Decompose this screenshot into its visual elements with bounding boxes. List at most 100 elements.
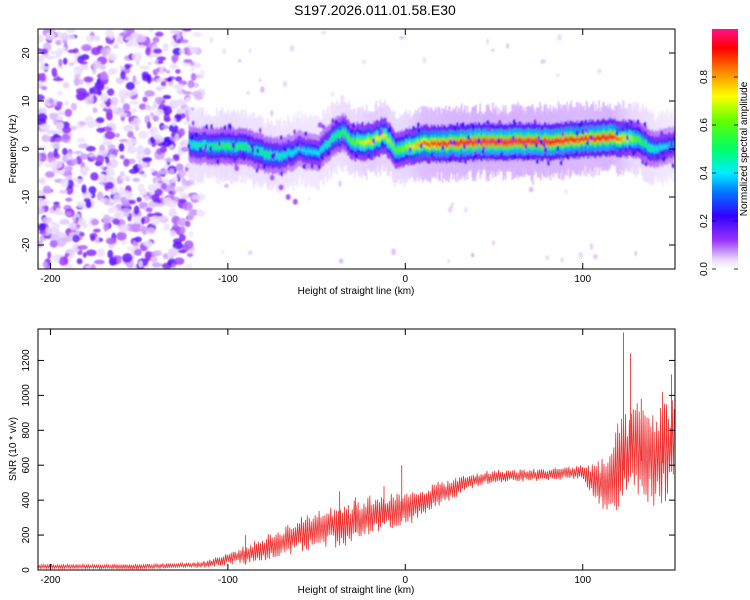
signal-cell (512, 139, 514, 145)
x-tick-label: -200 (40, 575, 60, 586)
signal-cell (494, 141, 496, 146)
signal-cell (395, 148, 397, 153)
signal-cell (667, 144, 669, 149)
noise-blob (102, 214, 111, 224)
noise-blob (91, 218, 99, 226)
noise-blob (103, 222, 109, 232)
noise-blob (338, 258, 344, 264)
signal-cell (604, 135, 607, 140)
noise-blob (137, 157, 142, 164)
noise-blob (92, 66, 97, 75)
signal-cell (423, 141, 425, 146)
signal-cell (493, 138, 496, 144)
signal-cell (407, 144, 409, 150)
signal-cell (376, 135, 378, 140)
noise-blob (56, 129, 63, 135)
signal-cell (435, 142, 437, 147)
noise-blob (134, 80, 141, 85)
noise-blob (118, 224, 130, 233)
snr-x-ticks: -200 -100 0 100 (40, 329, 592, 586)
signal-cell (552, 139, 554, 144)
signal-cell (565, 137, 568, 143)
noise-blob (144, 195, 150, 202)
noise-blob (169, 168, 175, 175)
signal-cell (635, 138, 637, 143)
signal-cell (304, 148, 306, 153)
signal-cell (227, 142, 229, 148)
signal-cell (384, 133, 386, 138)
noise-blob (184, 263, 192, 269)
signal-cell (657, 147, 659, 152)
signal-cell (505, 139, 508, 145)
signal-cell (436, 143, 438, 148)
signal-cell (360, 141, 362, 146)
noise-blob (180, 226, 186, 234)
signal-cell (481, 140, 484, 145)
signal-cell (284, 153, 286, 158)
noise-blob (55, 121, 64, 130)
signal-cell (466, 140, 469, 145)
noise-blob (125, 82, 135, 91)
signal-cell (461, 139, 464, 144)
noise-blob (113, 44, 119, 49)
signal-cell (647, 144, 649, 150)
signal-cell (190, 142, 192, 147)
signal-cell (236, 145, 239, 150)
noise-blob (145, 207, 153, 213)
signal-cell (628, 135, 631, 140)
signal-cell (651, 146, 653, 151)
noise-blob (152, 100, 158, 110)
signal-cell (406, 144, 408, 149)
snr-xlabel: Height of straight line (km) (298, 585, 415, 596)
signal-cell (622, 135, 624, 140)
signal-cell (391, 142, 393, 147)
signal-cell (664, 144, 667, 149)
signal-cell (492, 138, 494, 143)
signal-cell (386, 133, 388, 139)
noise-blob (57, 90, 64, 96)
noise-blob (85, 35, 96, 43)
signal-cell (509, 140, 512, 145)
signal-cell (630, 135, 632, 141)
signal-cell (587, 138, 589, 143)
noise-blob (531, 179, 535, 186)
signal-cell (364, 141, 366, 146)
signal-cell (437, 140, 440, 146)
noise-blob (40, 72, 47, 82)
signal-cell (237, 143, 239, 148)
noise-blob (38, 34, 45, 43)
noise-blob (107, 144, 116, 150)
signal-cell (629, 135, 631, 140)
noise-blob (125, 140, 133, 147)
signal-cell (654, 148, 656, 153)
noise-blob (71, 158, 78, 165)
noise-blob (187, 211, 195, 221)
noise-blob (147, 61, 153, 66)
signal-cell (312, 149, 314, 154)
noise-blob (76, 258, 83, 265)
noise-blob (169, 64, 178, 69)
signal-cell (346, 132, 348, 137)
signal-cell (379, 136, 382, 141)
noise-blob (83, 76, 94, 83)
signal-cell (480, 140, 482, 145)
noise-blob (46, 129, 58, 135)
noise-blob (188, 230, 194, 238)
noise-blob (133, 205, 140, 215)
signal-cell (249, 146, 251, 151)
signal-cell (564, 137, 567, 142)
noise-blob (108, 154, 117, 160)
noise-blob (182, 201, 193, 211)
noise-blob (119, 65, 126, 70)
noise-blob (134, 236, 142, 243)
signal-cell (556, 139, 558, 144)
signal-cell (608, 136, 611, 141)
signal-cell (338, 132, 341, 137)
signal-cell (394, 146, 396, 151)
signal-cell (631, 136, 633, 141)
signal-blob (269, 174, 275, 181)
noise-blob (62, 82, 70, 89)
snr-frame (37, 328, 676, 571)
signal-cell (333, 134, 335, 139)
